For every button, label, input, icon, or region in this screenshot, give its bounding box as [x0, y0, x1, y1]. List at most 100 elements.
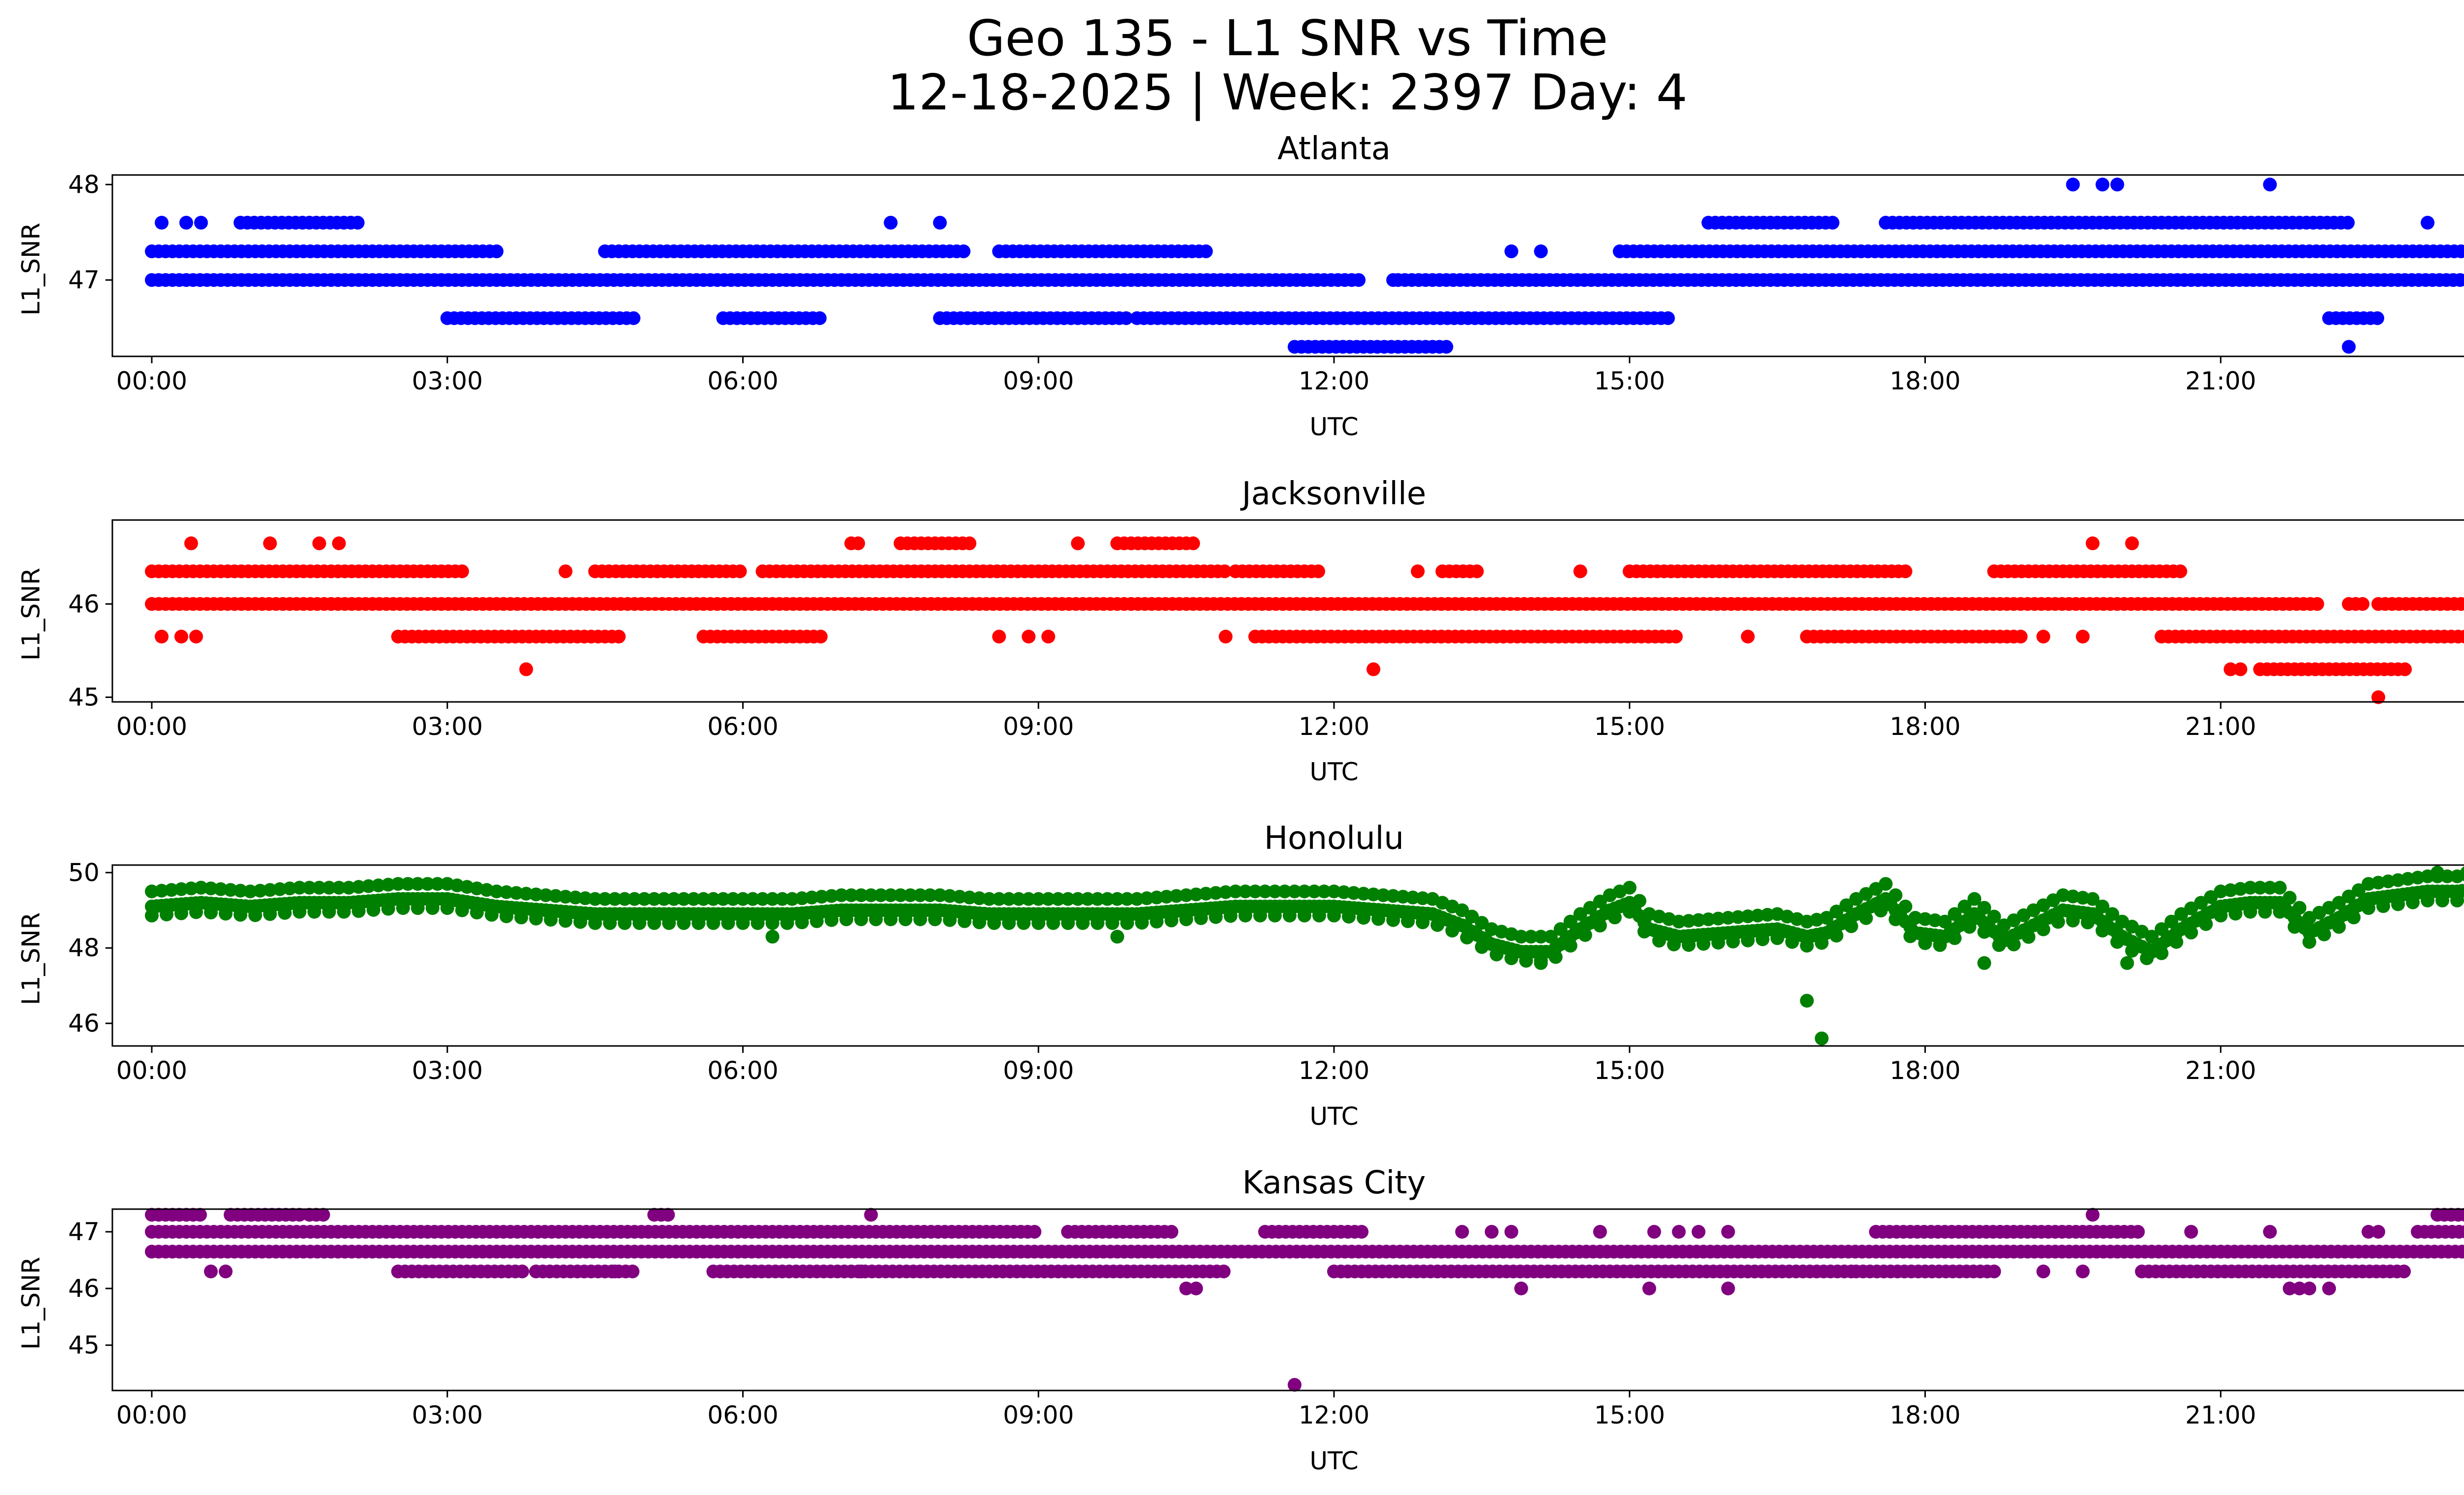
honolulu-point — [1268, 884, 1282, 899]
kansas-city-point — [1027, 1225, 1042, 1239]
kansas-city-point — [2322, 1282, 2336, 1295]
honolulu-point — [558, 890, 573, 904]
kansas-city-title: Kansas City — [1242, 1165, 1426, 1201]
atlanta-point — [2370, 311, 2385, 325]
honolulu-point — [1578, 928, 1592, 942]
honolulu-point — [233, 884, 247, 898]
honolulu-point — [1583, 901, 1597, 915]
honolulu-point — [1278, 884, 1292, 899]
honolulu-point — [943, 889, 957, 903]
kansas-city-point — [608, 1264, 622, 1279]
kansas-city-point — [1455, 1225, 1469, 1239]
kansas-city-point — [2371, 1225, 2386, 1239]
honolulu-point — [2332, 920, 2346, 934]
honolulu-point — [598, 892, 612, 906]
honolulu-point — [401, 877, 415, 891]
honolulu-y-tick-label: 46 — [68, 1009, 100, 1038]
honolulu-point — [726, 892, 740, 906]
atlanta-point — [2421, 215, 2435, 230]
kansas-city-point — [2263, 1225, 2277, 1239]
honolulu-point — [913, 888, 927, 903]
honolulu-point — [1681, 914, 1696, 928]
honolulu-point — [1002, 892, 1016, 906]
atlanta-point — [884, 215, 898, 230]
honolulu-point — [2347, 910, 2361, 925]
honolulu-point — [2105, 907, 2120, 921]
kansas-city-point — [1593, 1225, 1607, 1239]
kansas-city-point — [2036, 1264, 2051, 1279]
honolulu-point — [243, 884, 257, 899]
kansas-city-point — [1514, 1282, 1528, 1295]
atlanta-x-tick-label: 09:00 — [1003, 367, 1074, 395]
jacksonville-point — [155, 629, 169, 644]
honolulu-point — [1938, 914, 1952, 929]
honolulu-point — [805, 890, 819, 904]
jacksonville-point — [455, 564, 469, 579]
jacksonville-x-tick-label: 21:00 — [2185, 712, 2256, 741]
kansas-city-point — [1504, 1225, 1518, 1239]
honolulu-point — [1760, 907, 1775, 922]
honolulu-x-tick-label: 15:00 — [1594, 1056, 1665, 1085]
honolulu-point — [1524, 930, 1538, 944]
honolulu-point — [1548, 950, 1563, 964]
honolulu-point — [1514, 930, 1528, 944]
honolulu-point — [1031, 892, 1046, 906]
jacksonville-x-tick-label: 09:00 — [1003, 712, 1074, 741]
kansas-city-point — [1484, 1225, 1499, 1239]
honolulu-point — [1741, 909, 1755, 923]
honolulu-point — [746, 892, 760, 906]
honolulu-point — [2283, 891, 2297, 905]
jacksonville-point — [851, 536, 865, 551]
honolulu-point — [1967, 892, 1982, 906]
atlanta-point — [1504, 244, 1518, 258]
honolulu-point — [874, 888, 888, 903]
honolulu-point — [1879, 877, 1893, 891]
atlanta-ylabel: L1_SNR — [17, 223, 45, 316]
jacksonville-point — [814, 629, 828, 644]
honolulu-point — [1474, 916, 1489, 930]
honolulu-point — [302, 880, 316, 895]
honolulu-point — [1819, 911, 1834, 925]
jacksonville-point — [2076, 629, 2090, 644]
jacksonville-point — [1410, 564, 1425, 579]
honolulu-point — [2184, 925, 2198, 939]
honolulu-point — [213, 882, 228, 896]
atlanta-point — [1386, 273, 1400, 287]
honolulu-point — [1189, 887, 1203, 902]
honolulu-point — [2253, 880, 2267, 895]
kansas-city-point — [1642, 1282, 1656, 1295]
atlanta-point — [2460, 274, 2464, 286]
kansas-city-ylabel: L1_SNR — [17, 1257, 45, 1350]
jacksonville-point — [2371, 690, 2386, 704]
kansas-city-point — [2458, 1208, 2464, 1222]
atlanta-point — [350, 215, 365, 230]
honolulu-point — [1012, 892, 1026, 906]
honolulu-point — [2293, 901, 2307, 915]
jacksonville-ylabel: L1_SNR — [17, 568, 45, 661]
kansas-city-points — [145, 1208, 2464, 1392]
honolulu-point — [2120, 956, 2134, 970]
honolulu-point — [1229, 884, 1243, 899]
jacksonville-point — [1219, 629, 1233, 644]
atlanta-point — [957, 244, 971, 258]
kansas-city-point — [625, 1264, 640, 1279]
honolulu-point — [1386, 889, 1400, 903]
honolulu-point — [1948, 907, 1962, 921]
atlanta-point — [1661, 311, 1675, 325]
honolulu-point — [1731, 910, 1745, 924]
honolulu-point — [1859, 911, 1873, 925]
honolulu-point — [519, 887, 533, 901]
honolulu-point — [194, 880, 208, 895]
honolulu-point — [962, 890, 977, 904]
honolulu-point — [499, 885, 513, 899]
jacksonville-point — [184, 536, 198, 551]
jacksonville-panel: Jacksonville L1_SNR UTC 00:00 03:00 06:00 0… — [17, 476, 2464, 786]
honolulu-point — [391, 877, 405, 891]
honolulu-point — [765, 930, 780, 944]
honolulu-point — [1238, 884, 1253, 899]
honolulu-point — [2155, 946, 2169, 960]
jacksonville-point — [1071, 536, 1085, 551]
kansas-city-point — [1355, 1225, 1369, 1239]
honolulu-point — [2199, 917, 2213, 931]
kansas-city-point — [2131, 1225, 2145, 1239]
